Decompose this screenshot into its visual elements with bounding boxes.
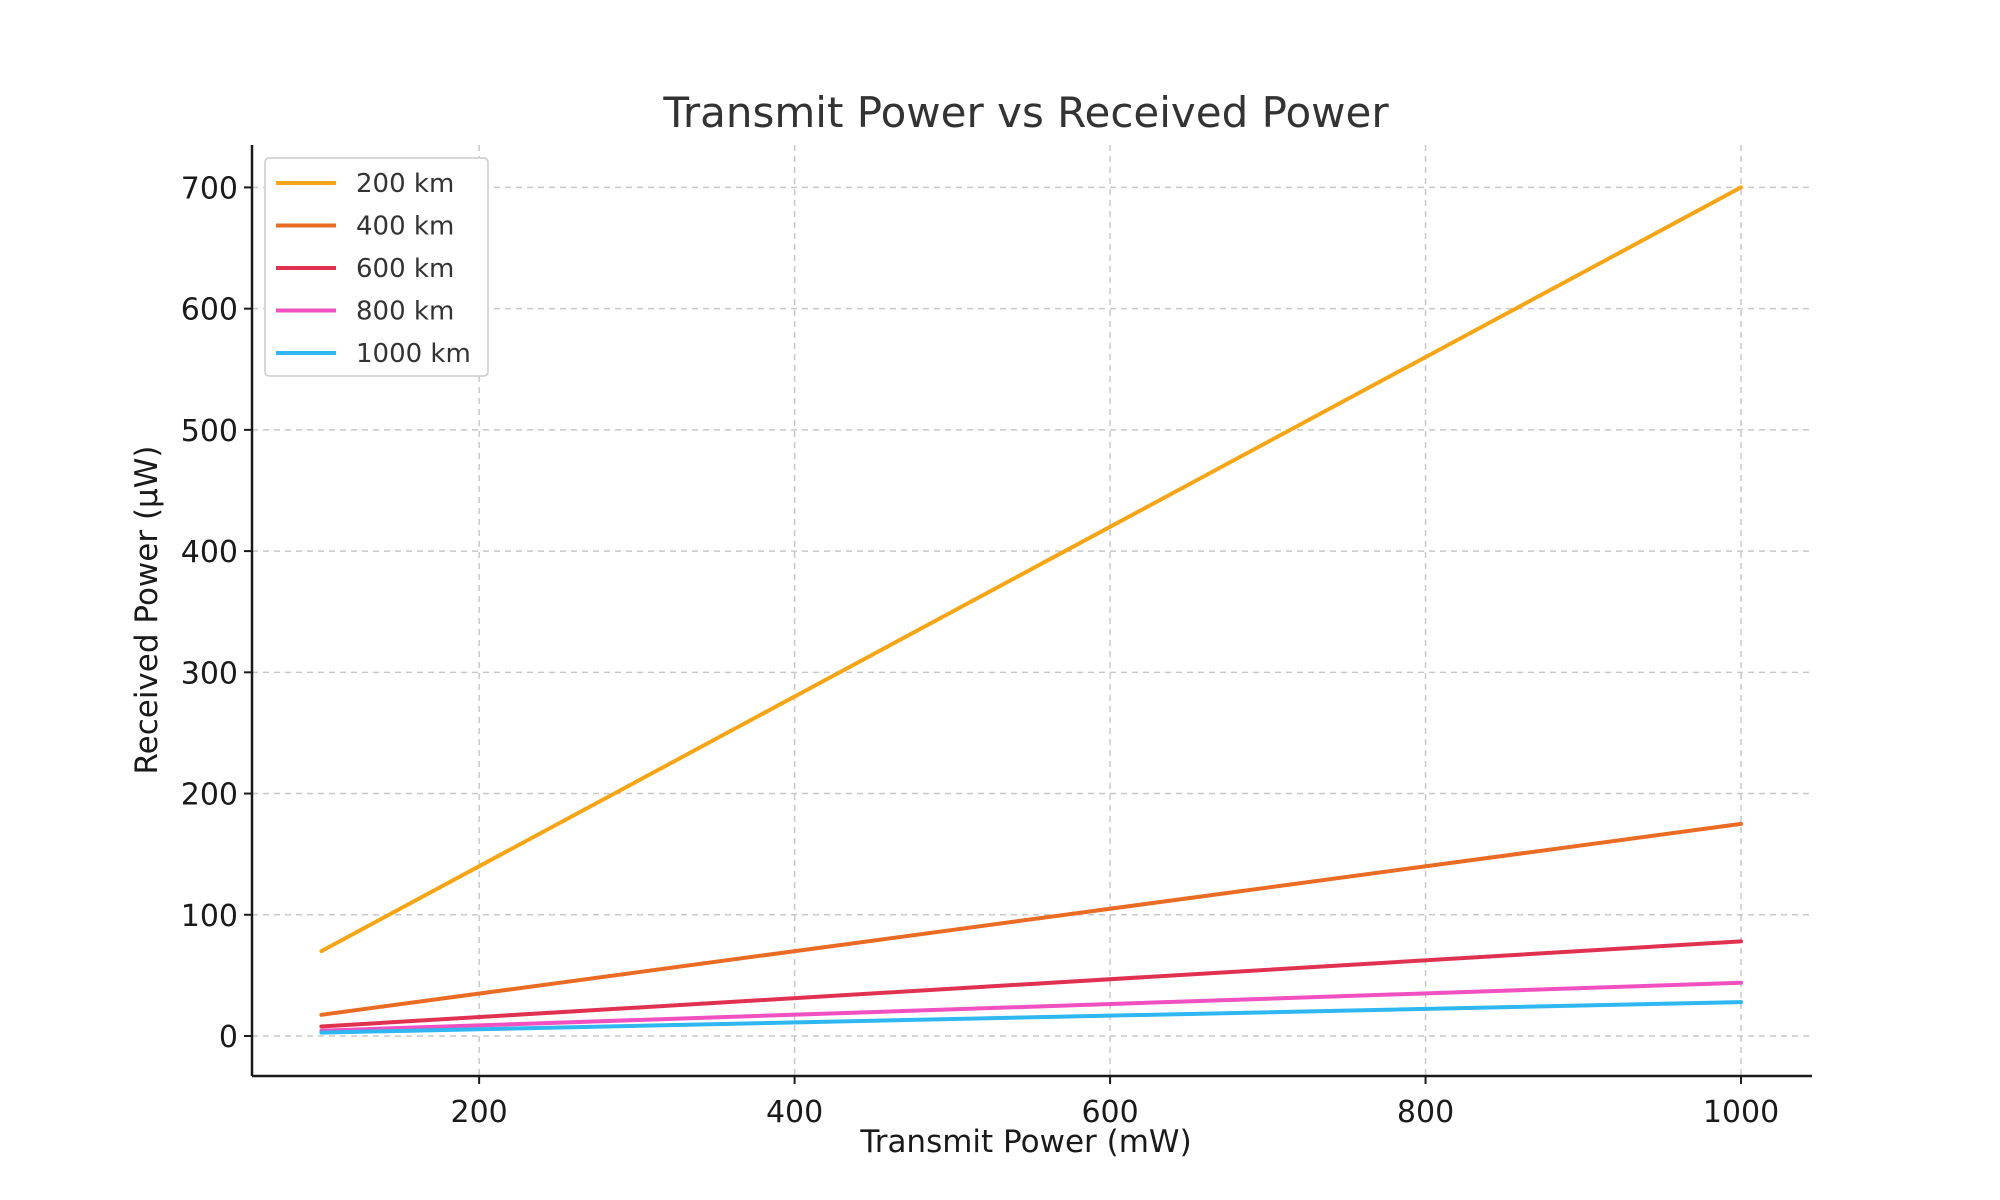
grid: [252, 145, 1812, 1076]
legend-box: [264, 157, 489, 377]
series-line-200-km: [319, 185, 1743, 954]
y-ticks: 0 100 200 300 400 500 600 700: [181, 171, 252, 1055]
y-tick-label: 100: [181, 899, 238, 934]
series-line-1000-km: [319, 1000, 1743, 1035]
y-tick-label: 700: [181, 171, 238, 206]
y-tick-label: 400: [181, 535, 238, 570]
y-tick-label: 0: [219, 1020, 238, 1055]
legend-entry: 800 km: [356, 297, 454, 327]
series-line-600-km: [319, 939, 1743, 1029]
y-tick-label: 600: [181, 293, 238, 328]
x-axis-label: Transmit Power (mW): [859, 1124, 1191, 1160]
x-tick-label: 800: [1397, 1095, 1454, 1130]
y-tick-label: 200: [181, 778, 238, 813]
y-tick-label: 500: [181, 414, 238, 449]
x-tick-label: 600: [1081, 1095, 1138, 1130]
series-line-400-km: [319, 821, 1743, 1017]
x-ticks: 200 400 600 800 1000: [451, 1076, 1779, 1130]
x-tick-label: 1000: [1703, 1095, 1779, 1130]
legend-entry: 600 km: [356, 254, 454, 284]
legend: 200 km 400 km 600 km 800 km 1000 km: [264, 157, 489, 377]
x-tick-label: 200: [451, 1095, 508, 1130]
legend-entry: 1000 km: [356, 339, 471, 369]
legend-entry: 200 km: [356, 169, 454, 199]
y-tick-label: 300: [181, 656, 238, 691]
y-axis-label: Received Power (µW): [129, 445, 165, 774]
chart-title: Transmit Power vs Received Power: [662, 88, 1389, 137]
series-line-800-km: [319, 980, 1743, 1033]
axes: [250, 145, 1812, 1078]
series-group: [319, 185, 1743, 1035]
x-tick-label: 400: [766, 1095, 823, 1130]
legend-entry: 400 km: [356, 212, 454, 242]
